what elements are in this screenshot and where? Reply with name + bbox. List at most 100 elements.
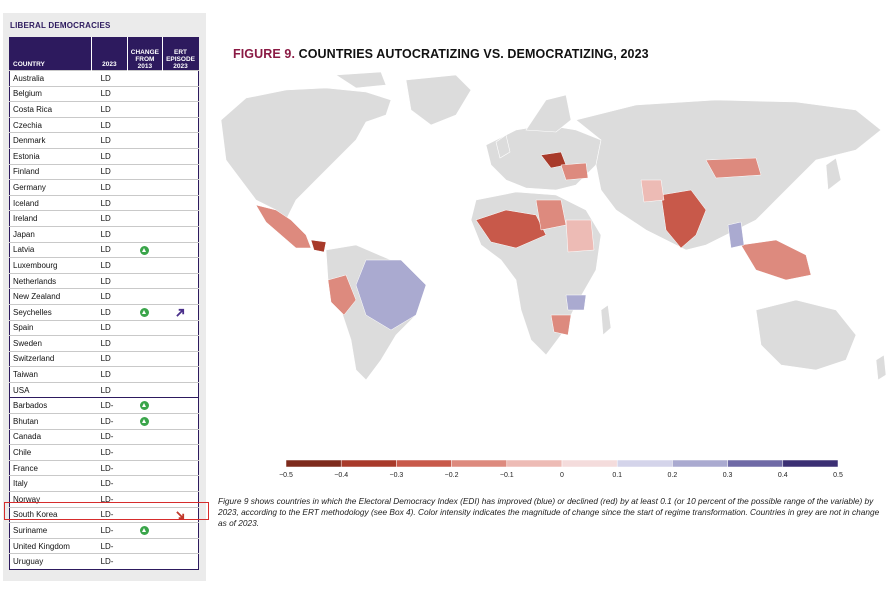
score-2023: LD (91, 381, 128, 398)
change-cell (127, 506, 163, 523)
change-cell (127, 116, 163, 133)
change-cell (127, 272, 163, 289)
score-2023: LD (91, 116, 128, 133)
score-2023: LD- (91, 491, 128, 508)
score-2023: LD (91, 85, 128, 102)
table-row: Ireland LD (9, 210, 199, 227)
change-cell (127, 319, 163, 336)
ert-cell (162, 506, 199, 523)
table-row: Australia LD (9, 70, 199, 87)
north-america (220, 87, 392, 221)
score-2023: LD- (91, 475, 128, 492)
country-canada: Canada (9, 428, 92, 445)
south-korea-highlight-box (4, 502, 209, 520)
table-row: Italy LD- (9, 475, 199, 492)
change-cell (127, 475, 163, 492)
legend-swatch (616, 459, 673, 468)
country-switzerland: Switzerland (9, 350, 92, 367)
table-row: Denmark LD (9, 132, 199, 149)
ert-cell (162, 397, 199, 414)
ert-cell (162, 303, 199, 320)
score-2023: LD- (91, 413, 128, 430)
score-2023: LD (91, 366, 128, 383)
country-bhutan: Bhutan (9, 413, 92, 430)
country-australia: Australia (9, 70, 92, 87)
country-iceland: Iceland (9, 194, 92, 211)
score-2023: LD (91, 288, 128, 305)
table-row: Luxembourg LD (9, 257, 199, 274)
table-row: Iceland LD (9, 194, 199, 211)
country-norway: Norway (9, 491, 92, 508)
ert-cell (162, 537, 199, 554)
thailand-region (727, 221, 745, 249)
table-row: Czechia LD (9, 116, 199, 133)
country-south-korea: South Korea (9, 506, 92, 523)
ert-cell (162, 459, 199, 476)
change-cell (127, 444, 163, 461)
country-belgium: Belgium (9, 85, 92, 102)
score-2023: LD (91, 257, 128, 274)
legend-tick-label: −0.3 (389, 472, 403, 479)
sahel-region (475, 209, 547, 249)
legend-tick-label: 0.2 (668, 472, 678, 479)
score-2023: LD- (91, 537, 128, 554)
scandinavia (525, 94, 572, 133)
central-asia-region (640, 179, 665, 203)
madagascar (600, 304, 612, 336)
table-row: Finland LD (9, 163, 199, 180)
ert-cell (162, 194, 199, 211)
ert-cell (162, 350, 199, 367)
ert-cell (162, 319, 199, 336)
score-2023: LD (91, 241, 128, 258)
peru-region (327, 274, 357, 316)
color-scale-legend: −0.5 −0.4 −0.3 −0.2 −0.1 0 0.1 0.2 0.3 0.4 0.5 (279, 459, 843, 479)
arctic-islands (335, 71, 387, 89)
table-row: Spain LD (9, 319, 199, 336)
world-map (220, 71, 887, 381)
country-usa: USA (9, 381, 92, 398)
legend-tick-label: 0.4 (778, 472, 788, 479)
ert-cell (162, 147, 199, 165)
score-2023: LD (91, 210, 128, 227)
change-cell (127, 350, 163, 367)
section-title: LIBERAL DEMOCRACIES (10, 21, 111, 30)
ert-cell (162, 475, 199, 492)
legend-tick-label: 0.5 (833, 472, 843, 479)
change-cell (127, 522, 163, 539)
ert-cell (162, 444, 199, 461)
change-cell (127, 132, 163, 149)
country-germany: Germany (9, 179, 92, 196)
change-cell (127, 241, 163, 258)
improved-up-arrow-icon (140, 307, 150, 317)
table-row: Estonia LD (9, 147, 199, 165)
change-cell (127, 101, 163, 118)
country-finland: Finland (9, 163, 92, 180)
table-row: Uruguay LD- (9, 553, 199, 570)
ert-cell (162, 225, 199, 243)
southern-africa-region (550, 314, 572, 336)
ert-cell (162, 366, 199, 383)
greenland (405, 74, 472, 126)
mexico-region (255, 204, 312, 249)
southeast-asia-region (740, 239, 812, 281)
legend-swatch (782, 459, 839, 468)
country-suriname: Suriname (9, 522, 92, 539)
change-cell (127, 366, 163, 383)
table-row: Germany LD (9, 179, 199, 196)
country-ireland: Ireland (9, 210, 92, 227)
ert-cell (162, 210, 199, 227)
score-2023: LD (91, 163, 128, 180)
change-cell (127, 194, 163, 211)
score-2023: LD (91, 194, 128, 211)
table-row: South Korea LD- (9, 506, 199, 523)
ert-cell (162, 288, 199, 305)
legend-swatch (451, 459, 508, 468)
balkans-region (560, 162, 589, 181)
country-uruguay: Uruguay (9, 553, 92, 570)
legend-swatch (506, 459, 563, 468)
country-luxembourg: Luxembourg (9, 257, 92, 274)
header-2023: 2023 (91, 37, 128, 71)
table-row: Switzerland LD (9, 350, 199, 367)
north-africa-region (535, 199, 567, 231)
country-seychelles: Seychelles (9, 303, 92, 320)
